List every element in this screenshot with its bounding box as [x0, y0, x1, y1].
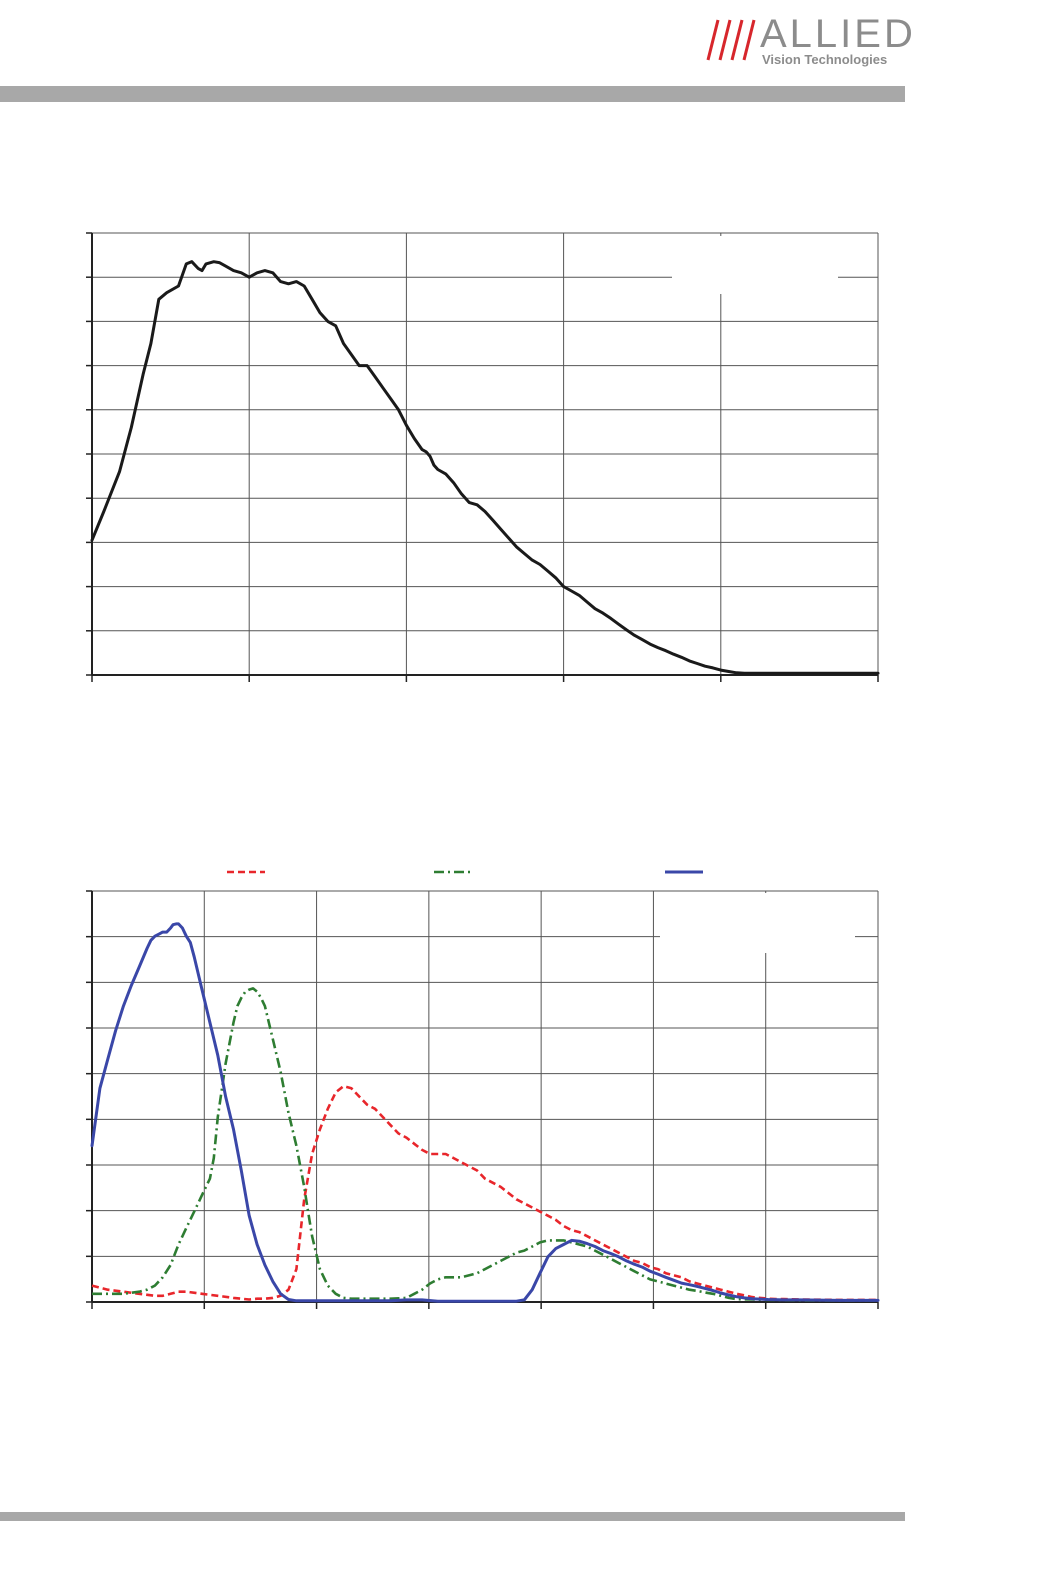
- logo-wordmark: ALLIED: [760, 12, 916, 56]
- series-line-3: [90, 922, 880, 1303]
- logo-tagline: Vision Technologies: [762, 52, 888, 67]
- footer-rule: [0, 1512, 905, 1521]
- series-line-1: [90, 260, 880, 675]
- series-line-2: [92, 987, 878, 1302]
- spectral-sensitivity-chart-color: [86, 870, 880, 1309]
- header-rule: [0, 86, 905, 102]
- logo-slash-mark-icon: [706, 19, 756, 61]
- series-line-1: [91, 1084, 878, 1302]
- plot-blank-area: [672, 236, 838, 294]
- spectral-sensitivity-chart-mono: [86, 232, 880, 682]
- plot-blank-area: [660, 893, 855, 953]
- company-logo: ALLIED Vision Technologies: [706, 14, 913, 68]
